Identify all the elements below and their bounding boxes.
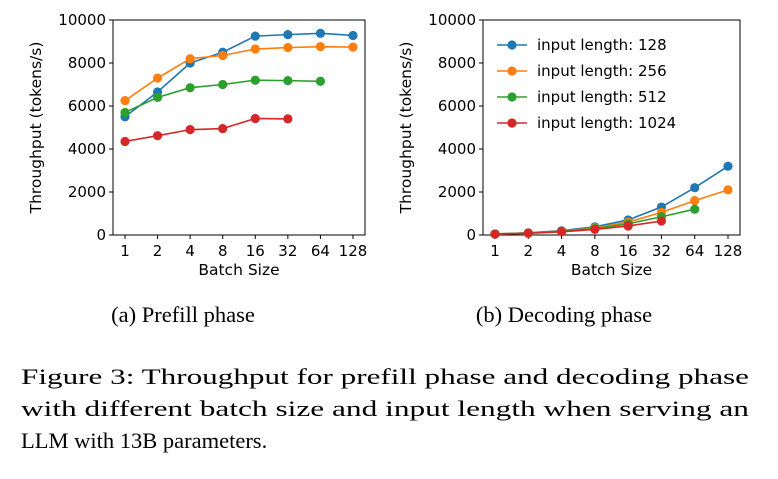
subcaption-prefill: (a) Prefill phase: [111, 302, 255, 327]
legend-label: input length: 256: [537, 62, 667, 80]
x-tick-label: 64: [311, 242, 330, 260]
data-point: [556, 227, 567, 237]
legend-marker: [507, 92, 517, 102]
data-point: [185, 54, 195, 64]
figure-caption-line-3: LLM with 13B parameters.: [21, 428, 267, 453]
data-point: [523, 228, 533, 238]
data-point: [185, 83, 195, 93]
data-point: [152, 131, 163, 141]
series-line: [494, 220, 662, 235]
legend-label: input length: 128: [537, 36, 667, 54]
data-point: [250, 31, 260, 41]
data-point: [490, 229, 500, 239]
legend-marker: [507, 40, 517, 50]
x-tick-label: 4: [185, 242, 195, 260]
series-line: [124, 32, 354, 118]
data-point: [690, 196, 700, 206]
data-point: [218, 79, 228, 90]
x-tick-label: 4: [557, 242, 567, 260]
data-point: [218, 50, 228, 61]
series-line: [124, 117, 288, 143]
y-tick-label: 4000: [68, 140, 106, 158]
data-point: [283, 30, 293, 40]
x-axis-label: Batch Size: [198, 261, 279, 279]
x-tick-label: 128: [714, 242, 743, 260]
y-tick-label: 0: [96, 226, 106, 244]
data-point: [283, 76, 293, 86]
data-point: [656, 216, 667, 226]
x-tick-label: 32: [278, 242, 297, 260]
data-point: [723, 185, 733, 195]
data-point: [152, 73, 163, 83]
y-tick-label: 10000: [428, 11, 476, 29]
data-point: [623, 221, 633, 231]
x-tick-label: 2: [524, 242, 534, 260]
y-tick-label: 0: [466, 226, 476, 244]
decoding-chart: 0 2000 4000 6000 8000 10000 1 2 4 8 16 32 64 128 Batch…: [397, 11, 742, 279]
data-point: [250, 113, 260, 124]
plot-frame: [482, 19, 741, 236]
data-point: [120, 96, 130, 106]
data-point: [250, 75, 260, 85]
legend-label: input length: 512: [537, 88, 667, 106]
x-tick-label: 32: [652, 242, 671, 260]
y-tick-label: 8000: [438, 54, 476, 72]
data-point: [152, 92, 163, 102]
data-point: [348, 30, 358, 41]
y-tick-label: 8000: [68, 54, 106, 72]
legend-marker: [507, 66, 517, 76]
x-tick-label: 8: [590, 242, 600, 260]
data-point: [283, 114, 293, 124]
legend-label: input length: 1024: [537, 114, 676, 132]
data-point: [315, 76, 326, 86]
x-tick-label: 1: [120, 242, 130, 260]
x-axis-label: Batch Size: [571, 261, 652, 279]
x-tick-label: 128: [339, 242, 368, 260]
x-tick-label: 64: [685, 242, 704, 260]
x-tick-label: 16: [619, 242, 638, 260]
data-point: [690, 183, 700, 193]
y-axis-label: Throughput (tokens/s): [397, 42, 415, 215]
data-point: [218, 123, 228, 134]
data-point: [690, 204, 700, 214]
data-point: [590, 224, 600, 235]
y-axis-label: Throughput (tokens/s): [27, 42, 45, 215]
y-tick-label: 2000: [68, 183, 106, 201]
data-point: [250, 44, 260, 54]
x-tick-label: 8: [218, 242, 228, 260]
x-tick-label: 1: [490, 242, 500, 260]
data-point: [315, 42, 326, 52]
data-point: [120, 136, 130, 147]
y-tick-label: 4000: [438, 140, 476, 158]
data-point: [185, 125, 195, 135]
series-line: [124, 45, 354, 102]
data-point: [315, 28, 326, 38]
data-point: [120, 107, 130, 118]
subcaption-decoding: (b) Decoding phase: [476, 302, 652, 327]
y-tick-label: 2000: [438, 183, 476, 201]
legend-marker: [507, 118, 517, 128]
y-tick-label: 6000: [68, 97, 106, 115]
data-point: [348, 42, 358, 52]
y-tick-label: 6000: [438, 97, 476, 115]
prefill-chart: 0 2000 4000 6000 8000 10000 1 2 4 8 16 32 64 128 Batch…: [27, 11, 367, 279]
plot-frame: [112, 19, 366, 236]
data-point: [283, 42, 293, 53]
figure-caption-line-1: Figure 3: Throughput for prefill phase a…: [21, 364, 749, 389]
x-tick-label: 16: [246, 242, 265, 260]
data-point: [723, 161, 733, 171]
figure-caption-line-2: with different batch size and input leng…: [21, 396, 749, 421]
y-tick-label: 10000: [58, 11, 106, 29]
x-tick-label: 2: [153, 242, 163, 260]
